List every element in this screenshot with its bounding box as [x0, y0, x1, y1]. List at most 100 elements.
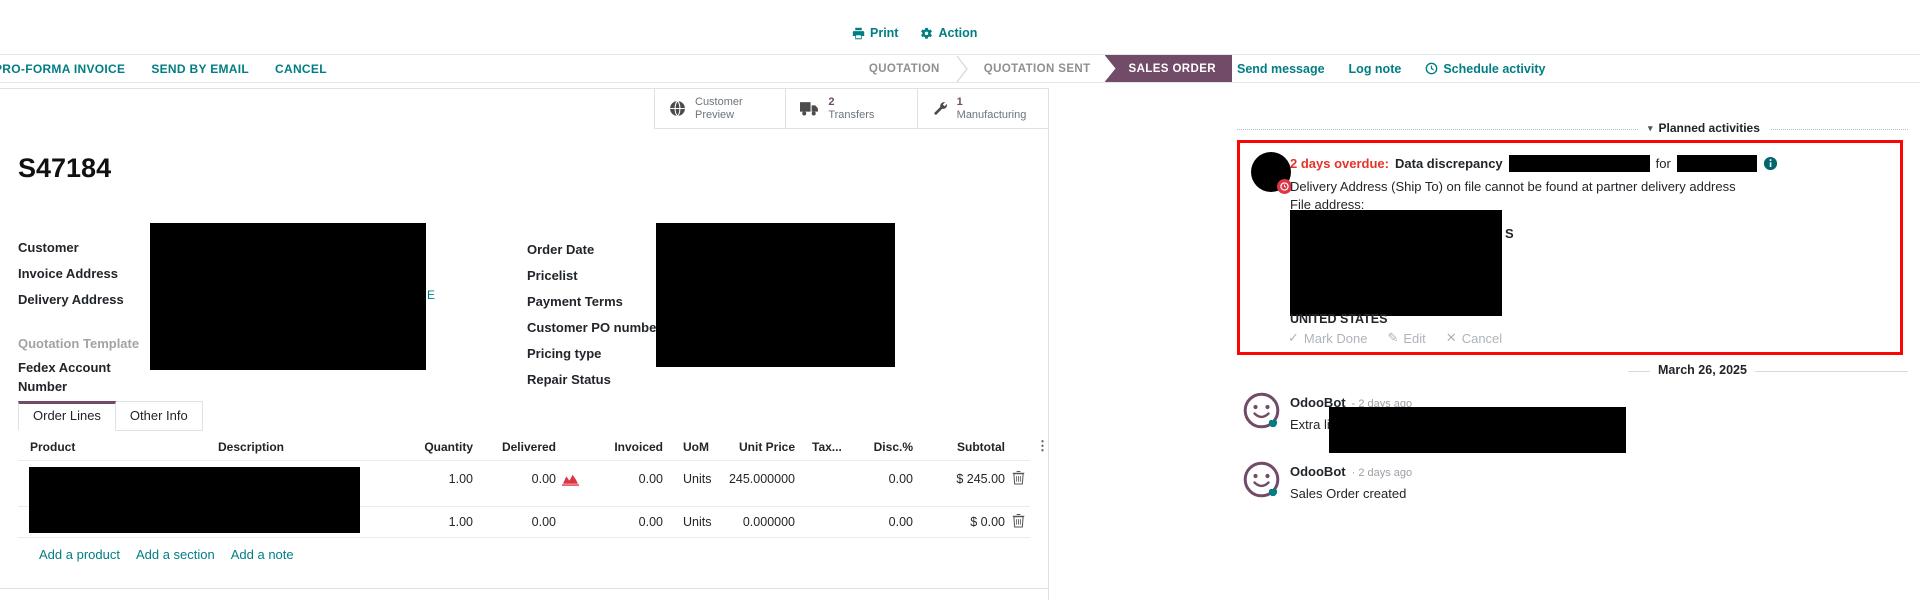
table-bottom-divider [18, 537, 1030, 538]
cancel-activity-button[interactable]: ✕ Cancel [1446, 330, 1502, 346]
redacted-link-fragment[interactable]: E [427, 288, 436, 302]
manufacturing-count: 1 [956, 95, 963, 108]
stage-quotation-sent[interactable]: QUOTATION SENT [983, 62, 1091, 75]
add-a-note-link[interactable]: Add a note [230, 547, 294, 562]
order-form-sheet: Customer Preview 2 Transfers 1 Manufactu… [0, 88, 1049, 600]
file-address-label: File address: [1290, 197, 1365, 212]
table-header-divider [18, 460, 1030, 461]
date-separator-line [1628, 371, 1908, 372]
activity-avatar [1251, 152, 1292, 194]
pencil-icon: ✎ [1387, 330, 1399, 345]
field-label-pricelist: Pricelist [527, 268, 578, 283]
smart-buttons: Customer Preview 2 Transfers 1 Manufactu… [654, 89, 1048, 129]
row2-invoiced[interactable]: 0.00 [638, 515, 663, 529]
redacted-activity-ref [1508, 155, 1650, 172]
field-label-quotation-template: Quotation Template [18, 336, 140, 351]
row2-disc[interactable]: 0.00 [888, 515, 913, 529]
smart-button-label: Manufacturing [956, 108, 1027, 121]
message-author[interactable]: OdooBot [1290, 464, 1346, 479]
planned-activities-separator [1237, 129, 1908, 130]
row-divider [18, 506, 1030, 507]
send-by-email-button[interactable]: SEND BY EMAIL [151, 61, 250, 76]
delete-row-icon[interactable] [1012, 470, 1025, 485]
activity-clock-badge-icon [1277, 179, 1292, 194]
tab-order-lines[interactable]: Order Lines [18, 401, 116, 431]
column-options-icon[interactable]: ⋮ [1036, 438, 1049, 453]
redacted-product-cells [29, 467, 360, 533]
activity-headline: 2 days overdue: Data discrepancy for [1290, 155, 1778, 172]
x-icon: ✕ [1445, 330, 1457, 345]
globe-icon [670, 100, 685, 117]
row1-delivered[interactable]: 0.00 [531, 472, 556, 486]
activity-buttons: ✓ Mark Done ✎ Edit ✕ Cancel [1288, 330, 1502, 346]
manufacturing-button[interactable]: 1 Manufacturing [916, 89, 1048, 128]
address-fragment: S [1505, 226, 1514, 241]
overdue-label: 2 days overdue: [1290, 156, 1389, 171]
row1-disc[interactable]: 0.00 [888, 472, 913, 486]
row1-unit-price[interactable]: 245.000000 [728, 472, 795, 486]
row2-uom[interactable]: Units [683, 515, 712, 529]
field-label-invoice-address: Invoice Address [18, 266, 118, 281]
smart-button-label: Customer Preview [695, 95, 743, 121]
cancel-button[interactable]: CANCEL [275, 61, 327, 76]
col-header-unit-price[interactable]: Unit Price [738, 440, 795, 454]
row2-subtotal[interactable]: $ 0.00 [970, 515, 1005, 529]
field-label-pricing-type: Pricing type [527, 346, 602, 361]
col-header-tax[interactable]: Tax... [812, 440, 842, 454]
add-a-section-link[interactable]: Add a section [135, 547, 215, 562]
stage-quotation[interactable]: QUOTATION [868, 62, 940, 75]
row2-delivered[interactable]: 0.00 [531, 515, 556, 529]
chevron-separator-icon [956, 55, 968, 82]
gear-icon [921, 27, 933, 39]
odoobot-avatar [1243, 461, 1280, 498]
field-label-delivery-address: Delivery Address [18, 292, 124, 307]
message-timestamp: · 2 days ago [1351, 467, 1413, 479]
action-button[interactable]: Action [920, 26, 977, 40]
country-label: UNITED STATES [1290, 312, 1388, 326]
col-header-product[interactable]: Product [30, 440, 76, 454]
mark-done-button[interactable]: ✓ Mark Done [1288, 330, 1367, 346]
log-note-button[interactable]: Log note [1348, 61, 1402, 76]
row1-invoiced[interactable]: 0.00 [638, 472, 663, 486]
forecast-availability-icon[interactable] [562, 472, 579, 486]
row1-quantity[interactable]: 1.00 [448, 472, 473, 486]
line-footer-links: Add a product Add a section Add a note [39, 547, 294, 562]
row1-subtotal[interactable]: $ 245.00 [956, 472, 1005, 486]
tab-other-info[interactable]: Other Info [115, 401, 203, 431]
col-header-description[interactable]: Description [218, 440, 285, 454]
stage-sales-order[interactable]: SALES ORDER [1104, 55, 1232, 82]
transfers-button[interactable]: 2 Transfers [785, 89, 916, 128]
activity-title: Data discrepancy [1395, 156, 1503, 171]
header-action-buttons: PRO-FORMA INVOICE SEND BY EMAIL CANCEL [0, 55, 327, 82]
send-message-button[interactable]: Send message [1237, 61, 1325, 76]
mark-done-label: Mark Done [1303, 330, 1368, 346]
printer-icon [852, 27, 865, 39]
message-author[interactable]: OdooBot [1290, 395, 1346, 410]
col-header-uom[interactable]: UoM [683, 440, 709, 454]
smart-button-label: Transfers [828, 108, 875, 121]
row2-quantity[interactable]: 1.00 [448, 515, 473, 529]
print-button[interactable]: Print [852, 26, 898, 40]
sheet-section-divider [0, 588, 1048, 589]
edit-activity-button[interactable]: ✎ Edit [1387, 330, 1425, 346]
planned-activities-toggle[interactable]: ▾ Planned activities [1638, 121, 1770, 135]
delete-row-icon[interactable] [1012, 513, 1025, 528]
top-toolbar: Print Action [0, 0, 1920, 55]
col-header-quantity[interactable]: Quantity [424, 440, 473, 454]
col-header-subtotal[interactable]: Subtotal [957, 440, 1005, 454]
col-header-delivered[interactable]: Delivered [501, 440, 556, 454]
transfers-count: 2 [828, 95, 835, 108]
col-header-invoiced[interactable]: Invoiced [614, 440, 663, 454]
truck-icon [800, 102, 819, 116]
proforma-invoice-button[interactable]: PRO-FORMA INVOICE [0, 61, 126, 76]
status-pipeline: QUOTATION QUOTATION SENT SALES ORDER [855, 55, 1232, 82]
customer-preview-button[interactable]: Customer Preview [654, 89, 785, 128]
col-header-disc[interactable]: Disc.% [873, 440, 913, 454]
check-icon: ✓ [1288, 330, 1299, 345]
redacted-message-content [1329, 407, 1626, 453]
schedule-activity-button[interactable]: Schedule activity [1425, 62, 1545, 76]
info-icon[interactable] [1763, 156, 1778, 171]
add-a-product-link[interactable]: Add a product [39, 547, 120, 562]
row2-unit-price[interactable]: 0.000000 [742, 515, 795, 529]
row1-uom[interactable]: Units [683, 472, 712, 486]
